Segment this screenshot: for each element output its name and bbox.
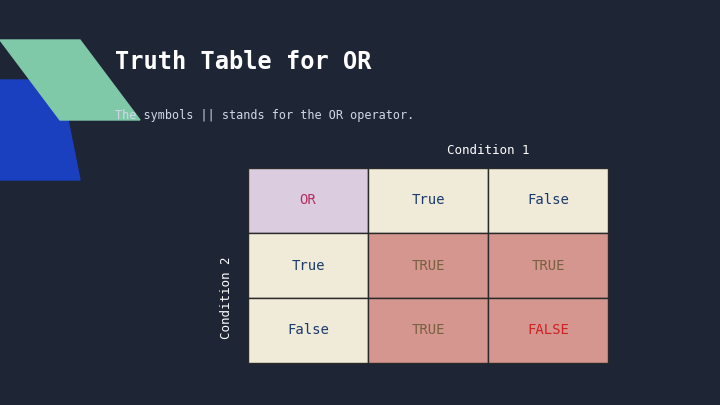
Bar	[368, 233, 488, 298]
Bar	[248, 298, 368, 363]
Bar	[248, 168, 368, 233]
Polygon shape	[0, 40, 140, 120]
Text: FALSE: FALSE	[527, 324, 569, 337]
Text: False: False	[527, 194, 569, 207]
Text: Condition 1: Condition 1	[446, 143, 529, 156]
Polygon shape	[0, 80, 80, 180]
Bar	[368, 298, 488, 363]
Bar	[488, 298, 608, 363]
Text: True: True	[411, 194, 445, 207]
Text: TRUE: TRUE	[411, 258, 445, 273]
Text: Truth Table for OR: Truth Table for OR	[115, 50, 372, 74]
Text: TRUE: TRUE	[411, 324, 445, 337]
Text: Condition 2: Condition 2	[220, 257, 233, 339]
Bar	[248, 233, 368, 298]
Bar	[368, 168, 488, 233]
Bar	[488, 168, 608, 233]
Text: False: False	[287, 324, 329, 337]
Text: True: True	[292, 258, 325, 273]
Bar	[488, 233, 608, 298]
Text: OR: OR	[300, 194, 316, 207]
Text: TRUE: TRUE	[531, 258, 564, 273]
Text: The symbols || stands for the OR operator.: The symbols || stands for the OR operato…	[115, 109, 414, 122]
